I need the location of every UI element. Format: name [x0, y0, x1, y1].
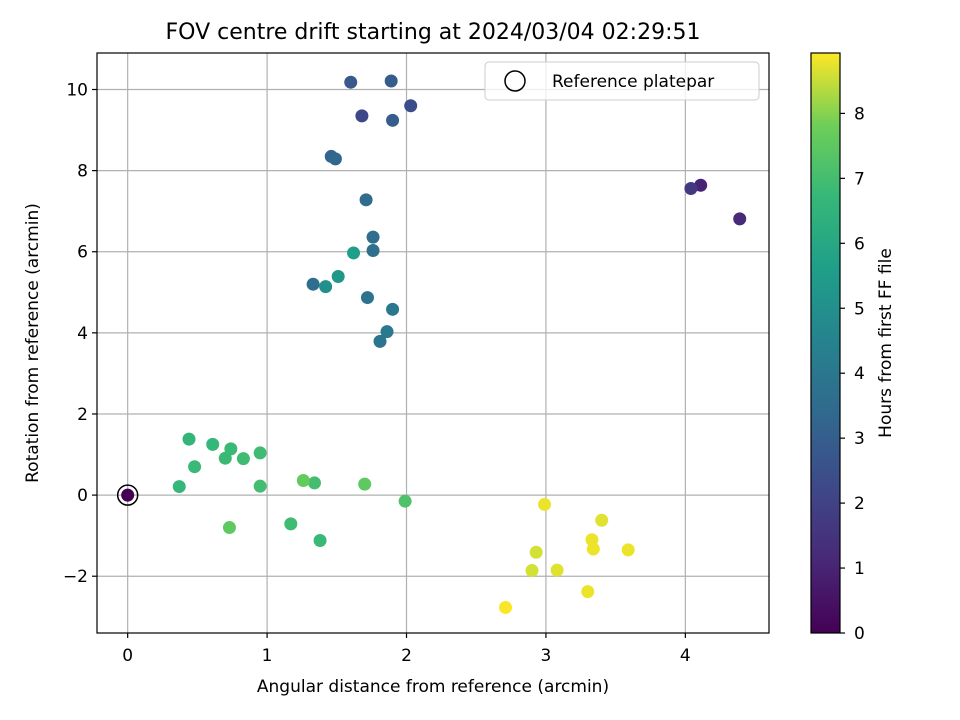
chart-title: FOV centre drift starting at 2024/03/04 … — [166, 20, 701, 45]
data-point — [253, 479, 267, 493]
data-point — [359, 193, 373, 207]
data-point — [498, 600, 512, 614]
data-point — [331, 269, 345, 283]
y-tick-label: −2 — [63, 567, 88, 587]
legend: Reference platepar — [484, 61, 760, 101]
x-tick-label: 3 — [541, 646, 552, 666]
data-point — [360, 291, 374, 305]
y-tick-label: 10 — [66, 81, 88, 101]
data-point — [319, 280, 333, 294]
data-point — [172, 480, 186, 494]
colorbar-ticks: 0 1 2 3 4 5 6 7 8 — [840, 104, 865, 644]
data-point — [188, 460, 202, 474]
x-axis-ticks: 0 1 2 3 4 — [122, 633, 691, 666]
colorbar-tick-label: 3 — [854, 429, 865, 449]
colorbar: 0 1 2 3 4 5 6 7 8 Hours from first FF file — [810, 52, 896, 644]
colorbar-tick-label: 1 — [854, 559, 865, 579]
data-point — [386, 302, 400, 316]
data-point — [328, 152, 342, 166]
data-point — [550, 563, 564, 577]
legend-label: Reference platepar — [552, 72, 714, 92]
data-point — [358, 477, 372, 491]
data-point — [581, 585, 595, 599]
data-point — [355, 109, 369, 123]
data-point — [525, 564, 539, 578]
colorbar-tick-label: 0 — [854, 624, 865, 644]
y-tick-label: 4 — [77, 324, 88, 344]
y-tick-label: 0 — [77, 486, 88, 506]
x-tick-label: 4 — [680, 646, 691, 666]
data-point — [621, 543, 635, 557]
x-tick-label: 1 — [262, 646, 273, 666]
colorbar-tick-label: 7 — [854, 169, 865, 189]
data-point — [398, 494, 412, 508]
x-tick-label: 2 — [401, 646, 412, 666]
legend-box — [484, 61, 760, 101]
data-point — [373, 334, 387, 348]
data-point — [694, 178, 708, 192]
data-point — [529, 545, 543, 559]
data-point — [595, 513, 609, 527]
data-point — [218, 451, 232, 465]
data-point — [384, 74, 398, 88]
data-point — [182, 432, 196, 446]
reference-platepar-marker — [116, 484, 139, 506]
data-point — [344, 75, 358, 89]
data-point — [733, 212, 747, 226]
data-point — [307, 476, 321, 490]
x-tick-label: 0 — [122, 646, 133, 666]
data-point — [296, 473, 310, 487]
y-axis-ticks: −2 0 2 4 6 8 10 — [63, 81, 97, 587]
data-point — [284, 517, 298, 531]
reference-point-group — [116, 484, 139, 506]
data-point — [366, 244, 380, 258]
data-point — [121, 488, 135, 502]
colorbar-tick-label: 5 — [854, 299, 865, 319]
y-tick-label: 8 — [77, 162, 88, 182]
data-point — [253, 446, 267, 460]
colorbar-tick-label: 8 — [854, 104, 865, 124]
y-tick-label: 6 — [77, 243, 88, 263]
data-point — [236, 452, 250, 466]
data-points — [121, 74, 747, 614]
colorbar-label: Hours from first FF file — [876, 248, 896, 438]
data-point — [347, 246, 361, 260]
colorbar-tick-label: 6 — [854, 234, 865, 254]
data-point — [404, 99, 418, 113]
data-point — [206, 437, 220, 451]
data-point — [313, 534, 327, 548]
data-point — [366, 230, 380, 244]
y-tick-label: 2 — [77, 405, 88, 425]
data-point — [380, 325, 394, 339]
legend-reference-marker — [504, 70, 526, 92]
colorbar-tick-label: 2 — [854, 494, 865, 514]
data-point — [538, 497, 552, 511]
data-point — [684, 181, 698, 195]
y-axis-label: Rotation from reference (arcmin) — [23, 203, 43, 483]
x-axis-label: Angular distance from reference (arcmin) — [257, 677, 609, 697]
data-point — [224, 442, 238, 456]
data-point — [386, 113, 400, 127]
colorbar-tick-label: 4 — [854, 364, 865, 384]
colorbar-gradient — [810, 52, 841, 634]
plot-frame — [96, 52, 770, 634]
data-point — [222, 521, 236, 535]
grid-lines — [97, 53, 769, 633]
data-point — [586, 542, 600, 556]
data-point — [306, 277, 320, 291]
